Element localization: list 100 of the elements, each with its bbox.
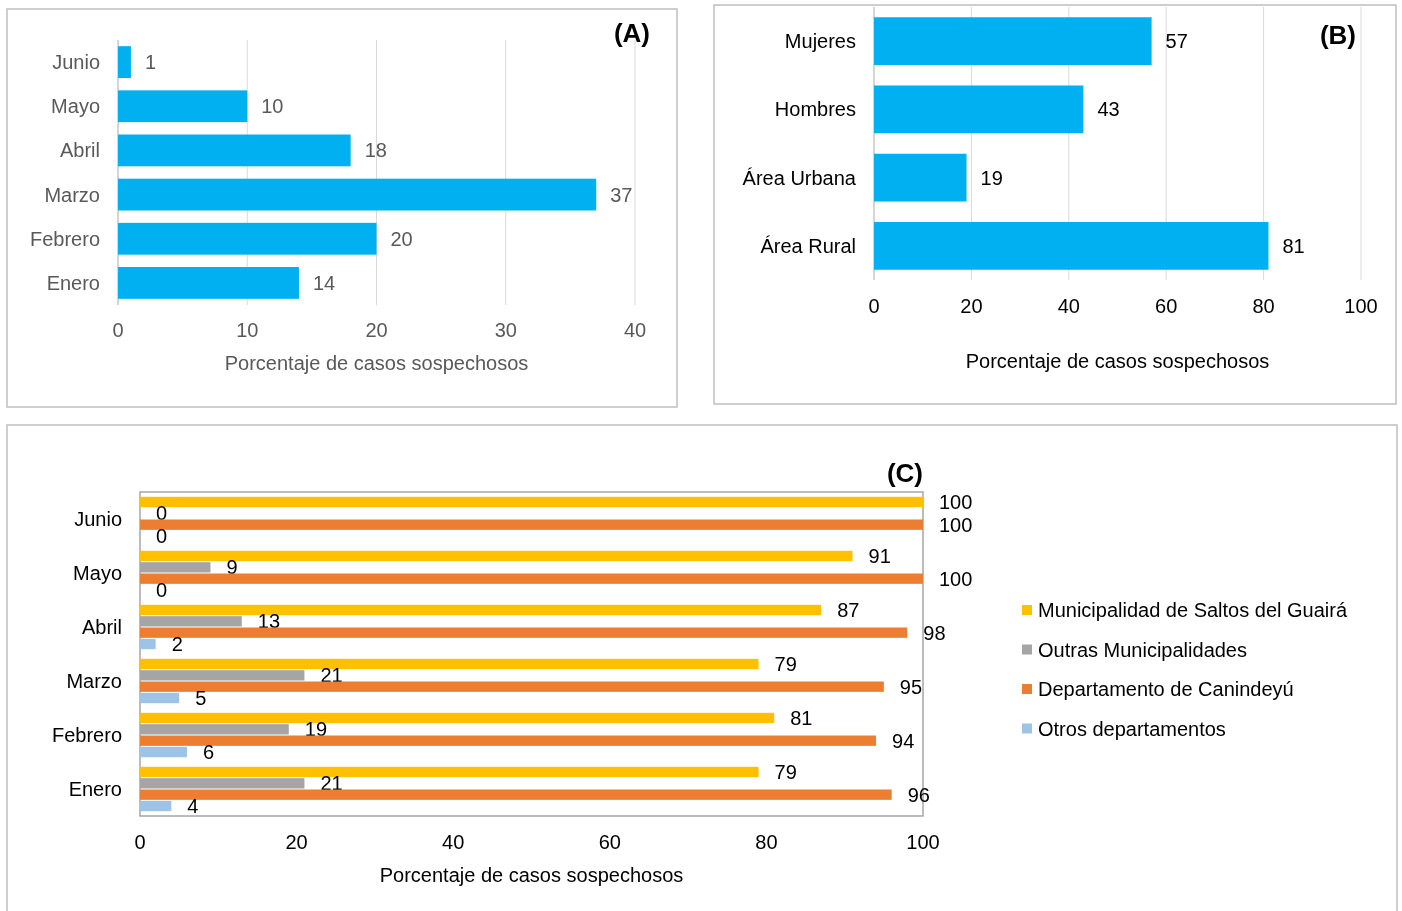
- data-label: 100: [939, 490, 973, 513]
- data-label: 13: [257, 610, 281, 633]
- legend-label: Otros departamentos: [1038, 717, 1226, 740]
- legend-label: Municipalidad de Saltos del Guairá: [1038, 599, 1348, 621]
- text: (B): [1319, 20, 1356, 50]
- x-tick-label: 0: [868, 295, 880, 317]
- x-tick-label: 0: [112, 319, 124, 341]
- data-label: 94: [892, 729, 915, 752]
- data-label: 87: [837, 598, 860, 621]
- data-label: 10: [261, 95, 284, 118]
- x-axis-title: Porcentaje de casos sospechosos: [965, 350, 1270, 372]
- data-label: 96: [907, 783, 930, 806]
- x-tick-label: 100: [906, 831, 940, 853]
- data-label: 100: [939, 567, 973, 590]
- bar: [140, 789, 892, 800]
- bar: [140, 550, 853, 562]
- chart-title: (A): [613, 18, 650, 48]
- y-tick-label: Febrero: [51, 724, 122, 746]
- y-tick-label: Abril: [59, 139, 100, 162]
- bar: [140, 692, 180, 704]
- bar: [140, 604, 822, 616]
- bar: [140, 735, 877, 746]
- y-tick-label: Área Rural: [760, 234, 856, 257]
- data-label: 1: [144, 51, 157, 74]
- x-tick-label: 40: [623, 319, 647, 341]
- bar: [140, 627, 908, 638]
- data-label: 95: [899, 675, 923, 698]
- x-tick-label: 100: [1344, 295, 1378, 317]
- bar: [874, 17, 1152, 66]
- data-label: 43: [1097, 98, 1120, 121]
- bar: [140, 519, 923, 530]
- data-label: 19: [304, 718, 328, 741]
- data-label: 37: [610, 183, 633, 206]
- data-label: 0: [156, 525, 168, 548]
- data-label: 57: [1165, 30, 1188, 53]
- data-label: 4: [187, 795, 199, 818]
- data-label: 81: [1282, 234, 1305, 257]
- y-tick-label: Enero: [46, 271, 100, 294]
- data-label: 6: [202, 741, 215, 764]
- bar: [140, 746, 187, 758]
- bar: [118, 134, 351, 167]
- x-tick-label: 0: [134, 831, 146, 853]
- bar: [140, 496, 923, 508]
- x-tick-label: 80: [755, 831, 778, 853]
- bar: [874, 85, 1084, 134]
- bar: [118, 222, 377, 255]
- x-tick-label: 20: [285, 831, 308, 853]
- bar: [140, 681, 884, 692]
- chart-title: (C): [886, 458, 923, 488]
- x-tick-label: 20: [365, 319, 388, 341]
- y-tick-label: Mayo: [51, 95, 100, 118]
- x-tick-label: 60: [598, 831, 621, 853]
- y-tick-label: Área Urbana: [742, 166, 857, 189]
- data-label: 21: [320, 664, 343, 687]
- data-label: 0: [156, 502, 168, 525]
- bar: [118, 178, 597, 211]
- bar: [140, 712, 775, 724]
- data-label: 21: [320, 772, 343, 795]
- y-tick-label: Mayo: [73, 562, 122, 584]
- data-label: 14: [312, 271, 336, 294]
- y-tick-label: Abril: [81, 616, 122, 638]
- data-label: 19: [980, 166, 1003, 189]
- x-tick-label: 10: [236, 319, 259, 341]
- data-label: 98: [923, 621, 946, 644]
- x-axis-title: Porcentaje de casos sospechosos: [379, 864, 684, 886]
- data-label: 79: [774, 760, 797, 783]
- bar: [118, 267, 299, 299]
- y-tick-label: Marzo: [66, 670, 122, 692]
- x-tick-label: 60: [1155, 295, 1178, 317]
- bar: [140, 638, 156, 650]
- x-tick-label: 20: [960, 295, 983, 317]
- bar: [140, 658, 759, 670]
- x-axis-title: Porcentaje de casos sospechosos: [224, 352, 529, 374]
- bar: [874, 221, 1269, 270]
- bar: [118, 46, 131, 78]
- data-label: 20: [390, 227, 413, 250]
- y-tick-label: Marzo: [44, 183, 100, 206]
- x-tick-label: 40: [442, 831, 465, 853]
- data-label: 91: [868, 544, 891, 567]
- x-tick-label: 30: [494, 319, 517, 341]
- y-tick-label: Enero: [68, 778, 122, 800]
- data-label: 100: [939, 513, 973, 536]
- y-tick-label: Febrero: [29, 227, 100, 250]
- y-tick-label: Junio: [74, 508, 122, 530]
- data-label: 2: [171, 633, 183, 656]
- data-label: 0: [156, 579, 168, 602]
- y-tick-label: Junio: [52, 51, 100, 74]
- y-tick-label: Hombres: [774, 98, 856, 121]
- x-tick-label: 40: [1057, 295, 1080, 317]
- data-label: 81: [790, 706, 813, 729]
- legend-label: Departamento de Canindeyú: [1038, 678, 1294, 700]
- bar: [118, 90, 248, 123]
- data-label: 18: [364, 139, 387, 162]
- bar: [140, 766, 759, 778]
- bar: [140, 573, 923, 584]
- bar: [140, 800, 172, 812]
- data-label: 9: [226, 556, 238, 579]
- data-label: 5: [195, 687, 207, 710]
- x-tick-label: 80: [1252, 295, 1275, 317]
- data-label: 79: [774, 652, 797, 675]
